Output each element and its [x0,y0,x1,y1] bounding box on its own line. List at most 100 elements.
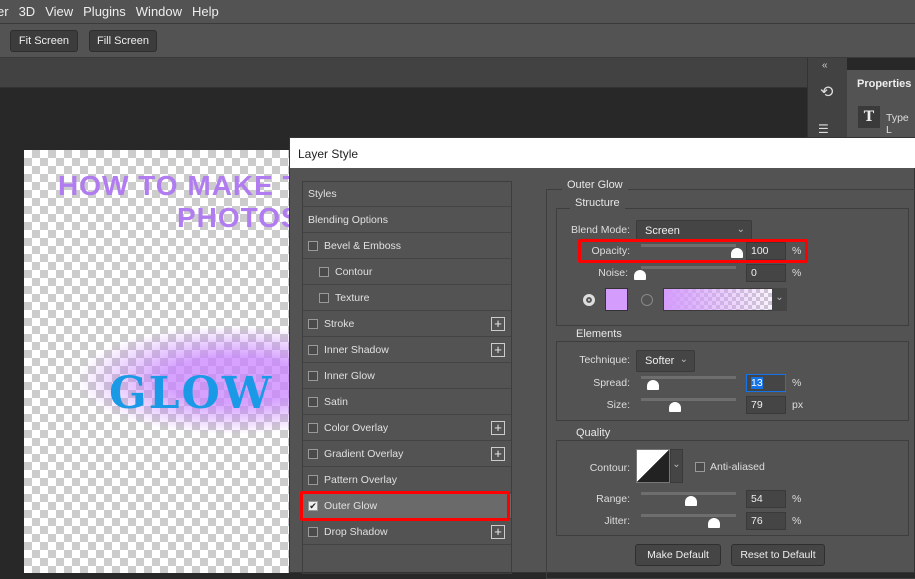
chevron-down-icon[interactable]: ⌄ [670,449,683,483]
style-item[interactable]: Stroke + [303,312,511,337]
opacity-slider[interactable] [641,244,736,247]
range-input[interactable]: 54 [746,490,786,508]
blend-mode-label: Blend Mode: [571,224,630,236]
outer-glow-title: Outer Glow [562,179,628,191]
gradient-radio[interactable] [641,294,653,306]
add-icon[interactable]: + [491,447,505,461]
anti-aliased-checkbox[interactable] [695,462,705,472]
opacity-input[interactable]: 100 [746,242,786,260]
style-item[interactable]: Drop Shadow + [303,520,511,545]
type-layer-label: Type L [886,112,909,136]
canvas-title-line1: HOW TO MAKE T [58,170,294,201]
style-item-label: Contour [335,266,373,278]
spread-input[interactable]: 13 [746,374,786,392]
style-item[interactable]: Color Overlay + [303,416,511,441]
style-item-label: Inner Shadow [324,344,389,356]
style-checkbox[interactable] [308,527,318,537]
jitter-unit: % [792,515,802,527]
options-bar: Fit Screen Fill Screen [0,24,915,58]
style-checkbox[interactable] [308,241,318,251]
style-item[interactable]: Bevel & Emboss [303,234,511,259]
fit-screen-button[interactable]: Fit Screen [10,30,78,52]
style-checkbox[interactable] [319,293,329,303]
noise-slider[interactable] [641,266,736,269]
opacity-unit: % [792,245,802,257]
technique-label: Technique: [579,354,630,366]
solid-color-radio[interactable] [583,294,595,306]
canvas-title-line2: PHOTOS [177,202,294,233]
style-item-label: Stroke [324,318,355,330]
noise-unit: % [792,267,802,279]
noise-label: Noise: [598,267,628,279]
style-item[interactable]: Texture [303,286,511,311]
style-item[interactable]: ✔ Outer Glow [303,494,511,519]
style-item[interactable]: Pattern Overlay [303,468,511,493]
add-icon[interactable]: + [491,525,505,539]
chevron-down-icon: ⌄ [679,354,688,365]
menu-bar: er 3D View Plugins Window Help [0,0,915,24]
style-checkbox[interactable] [308,345,318,355]
style-checkbox[interactable] [308,319,318,329]
collapse-icon[interactable]: « [822,60,828,71]
menu-3d[interactable]: 3D [18,4,36,19]
style-item-label: Satin [324,396,348,408]
document-tab-bar [0,58,807,88]
brush-settings-icon[interactable]: ☰ [818,122,829,136]
style-item-label: Drop Shadow [324,526,388,538]
menu-view[interactable]: View [45,4,74,19]
spread-slider[interactable] [641,376,736,379]
menu-layer[interactable]: er [0,4,9,19]
style-item-label: Texture [335,292,370,304]
noise-input[interactable]: 0 [746,264,786,282]
style-checkbox[interactable] [308,449,318,459]
contour-picker[interactable] [636,449,670,483]
reset-to-default-button[interactable]: Reset to Default [731,544,825,566]
properties-tab[interactable]: Properties [857,78,912,90]
chevron-down-icon[interactable]: ⌄ [772,288,787,311]
style-checkbox[interactable] [319,267,329,277]
jitter-slider[interactable] [641,514,736,517]
anti-aliased-label: Anti-aliased [710,461,765,473]
style-item[interactable]: Blending Options [303,208,511,233]
style-item-label: Color Overlay [324,422,389,434]
outer-glow-highlight [300,491,510,521]
size-label: Size: [606,399,630,411]
style-checkbox[interactable] [308,371,318,381]
document-canvas[interactable]: HOW TO MAKE T PHOTOS GLOW T [24,150,294,573]
add-icon[interactable]: + [491,421,505,435]
style-checkbox[interactable]: ✔ [308,501,318,511]
make-default-button[interactable]: Make Default [635,544,721,566]
style-item[interactable]: Contour [303,260,511,285]
add-icon[interactable]: + [491,343,505,357]
blend-mode-select[interactable]: Screen ⌄ [636,220,752,242]
fill-screen-button[interactable]: Fill Screen [89,30,157,52]
style-item[interactable]: Gradient Overlay + [303,442,511,467]
dialog-title: Layer Style [290,138,915,168]
size-slider[interactable] [641,398,736,401]
style-item[interactable]: Inner Shadow + [303,338,511,363]
style-item[interactable]: Inner Glow [303,364,511,389]
history-icon[interactable]: ⟲ [820,84,834,101]
add-icon[interactable]: + [491,317,505,331]
style-item-label: Inner Glow [324,370,375,382]
menu-plugins[interactable]: Plugins [83,4,126,19]
technique-select[interactable]: Softer ⌄ [636,350,695,372]
style-item[interactable]: Satin [303,390,511,415]
size-input[interactable]: 79 [746,396,786,414]
menu-window[interactable]: Window [135,4,183,19]
style-checkbox[interactable] [308,423,318,433]
chevron-down-icon: ⌄ [736,224,745,235]
style-item-label: Blending Options [308,214,388,226]
style-item-label: Bevel & Emboss [324,240,402,252]
menu-help[interactable]: Help [192,4,219,19]
style-item[interactable]: Styles [303,182,511,207]
styles-list: Styles Blending Options Bevel & Emboss Cont… [300,181,512,574]
style-checkbox[interactable] [308,397,318,407]
gradient-picker[interactable] [663,288,787,311]
quality-group [556,440,909,536]
range-slider[interactable] [641,492,736,495]
style-item-label: Pattern Overlay [324,474,397,486]
jitter-input[interactable]: 76 [746,512,786,530]
glow-color-swatch[interactable] [605,288,628,311]
style-checkbox[interactable] [308,475,318,485]
